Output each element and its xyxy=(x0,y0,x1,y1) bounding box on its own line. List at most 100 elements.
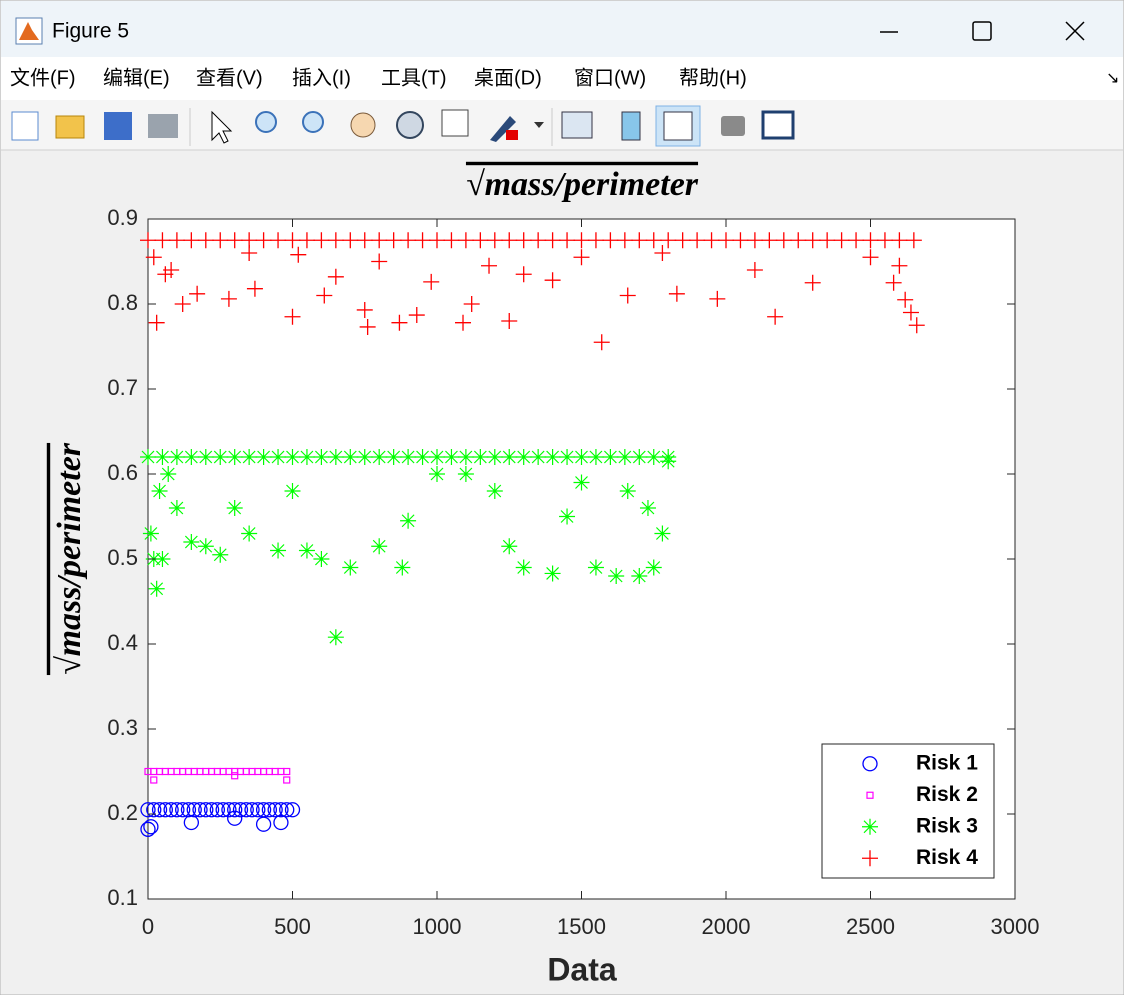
point xyxy=(273,802,289,818)
point xyxy=(255,232,272,249)
point xyxy=(905,232,922,249)
point xyxy=(209,802,226,818)
point xyxy=(544,232,561,249)
tool-brush[interactable] xyxy=(490,116,516,142)
point xyxy=(203,802,220,818)
point xyxy=(544,272,561,289)
point xyxy=(154,449,171,465)
point xyxy=(455,314,472,331)
point xyxy=(140,821,156,837)
point xyxy=(284,802,301,818)
point xyxy=(767,308,784,325)
point xyxy=(443,232,460,249)
point xyxy=(501,232,518,249)
point xyxy=(327,268,344,285)
tool-pointer[interactable] xyxy=(211,110,233,144)
point xyxy=(674,232,691,249)
tool-colorbar[interactable] xyxy=(621,111,641,141)
tool-pan[interactable] xyxy=(350,112,376,138)
point xyxy=(220,290,237,307)
menu-item[interactable]: 窗口(W) xyxy=(574,66,646,89)
tool-link[interactable] xyxy=(561,111,593,139)
tool-new[interactable] xyxy=(11,111,39,141)
point xyxy=(689,232,706,249)
y-tick-label: 0.6 xyxy=(107,460,138,485)
point xyxy=(157,802,173,818)
toolbar-icons xyxy=(11,105,795,147)
close-button[interactable] xyxy=(1065,21,1085,41)
point xyxy=(270,449,287,465)
point xyxy=(250,802,266,818)
point xyxy=(668,285,685,302)
point xyxy=(356,301,373,318)
point xyxy=(616,232,633,249)
point xyxy=(515,232,532,249)
tool-hide[interactable] xyxy=(721,116,745,136)
point xyxy=(140,449,156,465)
point xyxy=(148,314,165,331)
tool-brush-color[interactable] xyxy=(506,130,518,140)
point xyxy=(189,285,206,302)
point xyxy=(298,542,315,559)
point xyxy=(261,802,278,818)
y-tick-label: 0.4 xyxy=(107,630,138,655)
point xyxy=(908,317,925,334)
point xyxy=(400,512,417,529)
tool-save[interactable] xyxy=(104,112,132,140)
point xyxy=(270,542,287,559)
point xyxy=(515,266,532,283)
point xyxy=(198,802,214,818)
point xyxy=(394,559,411,576)
point xyxy=(327,449,344,465)
point xyxy=(602,232,619,249)
point xyxy=(472,449,489,465)
point xyxy=(226,500,243,516)
menu-item[interactable]: 插入(I) xyxy=(292,66,351,89)
menu-item[interactable]: 文件(F) xyxy=(10,66,76,89)
menu-item[interactable]: 桌面(D) xyxy=(474,66,542,89)
point xyxy=(530,232,547,249)
point xyxy=(654,245,671,261)
point xyxy=(639,500,656,516)
tool-open[interactable] xyxy=(55,115,85,139)
point xyxy=(530,449,547,465)
point xyxy=(457,232,474,249)
point xyxy=(593,334,610,351)
legend-marker xyxy=(862,850,878,867)
point xyxy=(226,232,243,249)
tool-zoom-out[interactable] xyxy=(302,111,324,133)
menu-arrow[interactable]: ↘ xyxy=(1106,70,1119,87)
tool-dock[interactable] xyxy=(761,110,795,140)
point xyxy=(284,483,301,499)
tool-dropdown[interactable] xyxy=(534,122,544,128)
y-tick-label: 0.3 xyxy=(107,715,138,740)
point xyxy=(169,802,185,818)
point xyxy=(619,287,636,304)
point xyxy=(443,449,460,465)
menu-item[interactable]: 编辑(E) xyxy=(103,66,170,89)
point xyxy=(891,232,908,249)
tool-print[interactable] xyxy=(148,114,178,138)
tool-rotate[interactable] xyxy=(396,111,424,139)
point xyxy=(342,449,359,465)
menu-item[interactable]: 工具(T) xyxy=(381,67,447,89)
point xyxy=(573,474,590,491)
menu-item[interactable]: 查看(V) xyxy=(196,66,263,89)
point xyxy=(246,280,263,297)
maximize-button[interactable] xyxy=(972,21,992,41)
tool-datatip[interactable] xyxy=(441,109,469,137)
point xyxy=(833,232,850,249)
point xyxy=(501,313,518,329)
point xyxy=(151,802,168,818)
point xyxy=(168,500,185,516)
point xyxy=(231,772,239,780)
point xyxy=(429,449,445,465)
tool-zoom-in[interactable] xyxy=(255,111,277,133)
point xyxy=(660,453,677,470)
menu-item[interactable]: 帮助(H) xyxy=(679,66,747,89)
y-tick-label: 0.5 xyxy=(107,545,138,570)
point xyxy=(408,307,425,324)
point xyxy=(298,232,315,249)
point xyxy=(273,814,289,831)
tool-legend[interactable] xyxy=(663,111,693,141)
